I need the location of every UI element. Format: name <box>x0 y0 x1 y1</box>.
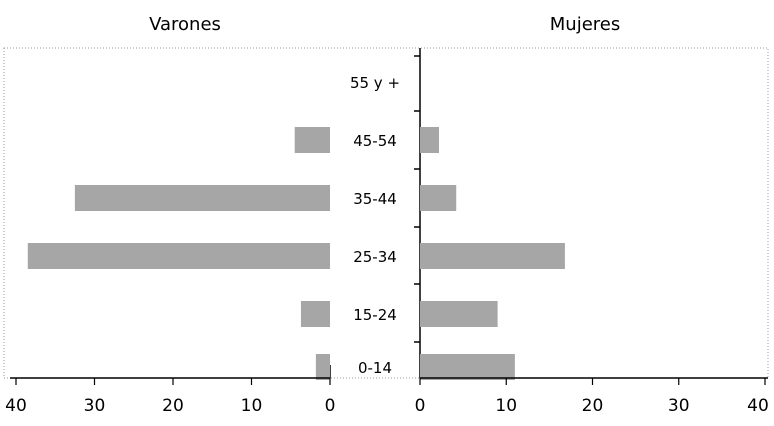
right-x-axis: 0 10 20 30 40 <box>415 377 769 416</box>
category-label: 0-14 <box>358 359 392 377</box>
right-x-tick-label: 40 <box>747 396 769 416</box>
bar-mujeres-35-44 <box>420 185 457 211</box>
left-x-tick-label: 20 <box>162 396 184 416</box>
bar-mujeres-25-34 <box>420 243 565 269</box>
right-x-tick-label: 0 <box>415 396 426 416</box>
left-x-axis: 40 30 20 10 0 <box>5 377 336 416</box>
plot-area-frame <box>3 47 769 379</box>
left-x-tick-label: 0 <box>325 396 336 416</box>
category-label: 45-54 <box>353 132 397 150</box>
bar-mujeres-15-24 <box>420 301 498 327</box>
bar-varones-25-34 <box>27 243 331 269</box>
category-labels: 0-14 15-24 25-34 35-44 45-54 55 y + <box>350 74 400 377</box>
left-chart-title: Varones <box>149 14 221 35</box>
bar-varones-45-54 <box>294 127 330 153</box>
left-x-tick-label: 40 <box>5 396 27 416</box>
category-label: 55 y + <box>350 74 400 92</box>
bars-group <box>27 127 565 380</box>
center-axis <box>329 48 421 378</box>
bar-varones-15-24 <box>300 301 330 327</box>
bar-mujeres-0-14 <box>420 354 515 380</box>
right-x-tick-label: 10 <box>495 396 517 416</box>
left-x-tick-label: 30 <box>84 396 106 416</box>
category-label: 25-34 <box>353 248 397 266</box>
right-x-tick-label: 20 <box>582 396 604 416</box>
bar-varones-0-14 <box>315 354 330 380</box>
left-x-tick-label: 10 <box>241 396 263 416</box>
right-x-tick-label: 30 <box>668 396 690 416</box>
category-label: 35-44 <box>353 190 397 208</box>
bar-varones-35-44 <box>74 185 330 211</box>
bar-mujeres-45-54 <box>420 127 439 153</box>
category-label: 15-24 <box>353 306 397 324</box>
right-chart-title: Mujeres <box>550 14 620 35</box>
